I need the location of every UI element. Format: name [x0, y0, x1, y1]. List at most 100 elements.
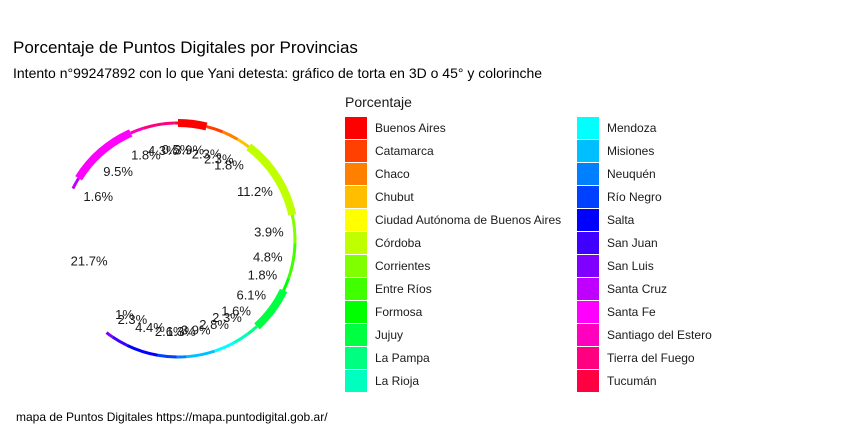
pie-slice [157, 353, 177, 359]
pie-slice [206, 125, 224, 134]
slice-label: 1% [115, 307, 134, 322]
legend-swatch [577, 162, 599, 185]
legend-swatch [345, 254, 367, 277]
legend-item: Santa Fe [577, 300, 656, 323]
pie-slice [246, 325, 258, 336]
slice-label: 6.1% [236, 287, 266, 302]
slice-label: 1.8% [248, 268, 278, 283]
legend-item: Tierra del Fuego [577, 346, 695, 369]
legend-item: Mendoza [577, 116, 656, 139]
legend-label: Buenos Aires [375, 120, 446, 135]
legend-item: Buenos Aires [345, 116, 446, 139]
legend-label: La Rioja [375, 373, 420, 388]
slice-label: 1.3% [166, 324, 196, 339]
legend-label: Neuquén [607, 166, 656, 181]
slice-label: 1.6% [221, 303, 251, 318]
legend-label: Corrientes [375, 258, 431, 273]
legend-swatch [345, 231, 367, 254]
pie-slice [142, 121, 175, 130]
pie-slice [177, 119, 208, 131]
slice-label: 2.8% [199, 317, 229, 332]
legend-label: Catamarca [375, 143, 434, 158]
legend-label: Jujuy [375, 327, 404, 342]
pie-slice [254, 288, 288, 330]
legend-swatch [345, 323, 367, 346]
slice-label: 4.3% [148, 143, 178, 158]
slice-label: 2.6% [155, 324, 185, 339]
slice-label: 3.9% [254, 225, 284, 240]
legend-item: Jujuy [345, 323, 403, 346]
slice-label: 4.8% [253, 249, 283, 264]
legend-label: Santa Fe [607, 304, 656, 319]
legend-swatch [577, 185, 599, 208]
legend-label: Misiones [607, 143, 655, 158]
legend-title: Porcentaje [345, 94, 412, 110]
legend-item: Entre Ríos [345, 277, 432, 300]
legend-item: La Pampa [345, 346, 430, 369]
pie-slice [282, 277, 291, 292]
legend-item: Río Negro [577, 185, 662, 208]
legend-item: Córdoba [345, 231, 421, 254]
legend-item: Salta [577, 208, 634, 231]
legend-swatch [577, 231, 599, 254]
legend-swatch [345, 277, 367, 300]
legend-item: Chubut [345, 185, 414, 208]
pie-chart: 3.9%2.3%2.3%1.8%11.2%3.9%4.8%1.8%6.1%1.6… [59, 119, 297, 359]
slice-label: 3.9% [181, 323, 211, 338]
legend-label: Mendoza [607, 120, 657, 135]
pie-slice [214, 341, 235, 353]
slice-label: 1.8% [214, 157, 244, 172]
slice-label: 3.9% [174, 142, 204, 157]
legend-label: Ciudad Autónoma de Buenos Aires [375, 212, 562, 227]
legend-swatch [345, 346, 367, 369]
legend-label: San Juan [607, 235, 658, 250]
chart-caption: mapa de Puntos Digitales https://mapa.pu… [16, 410, 328, 424]
slice-label: 0.5% [162, 142, 192, 157]
slice-label: 2.3% [204, 151, 234, 166]
pie-slice [59, 187, 108, 334]
pie-slice [246, 143, 297, 216]
legend-swatch [577, 277, 599, 300]
legend-label: Chaco [375, 166, 410, 181]
legend-swatch [577, 369, 599, 392]
legend-swatch [345, 300, 367, 323]
legend-swatch [345, 185, 367, 208]
legend-item: Misiones [577, 139, 654, 162]
pie-slice [130, 126, 144, 135]
slice-label: 9.5% [103, 164, 133, 179]
legend-swatch [345, 116, 367, 139]
legend-label: Salta [607, 212, 635, 227]
legend-swatch [345, 139, 367, 162]
legend-swatch [345, 162, 367, 185]
slice-label: 21.7% [71, 254, 108, 269]
pie-slice [232, 332, 249, 345]
legend-item: Chaco [345, 162, 410, 185]
legend-swatch [577, 300, 599, 323]
legend-swatch [577, 323, 599, 346]
pie-slice [236, 138, 250, 148]
slice-label: 2.3% [212, 310, 242, 325]
pie-slice [75, 129, 133, 181]
legend-item: Formosa [345, 300, 422, 323]
pie-slice [111, 335, 128, 347]
legend-item: Santa Cruz [577, 277, 667, 300]
chart-title: Porcentaje de Puntos Digitales por Provi… [13, 38, 358, 57]
legend-swatch [577, 346, 599, 369]
legend-label: San Luis [607, 258, 654, 273]
legend-swatch [577, 116, 599, 139]
legend-label: Córdoba [375, 235, 422, 250]
legend-item: Neuquén [577, 162, 656, 185]
pie-slice [221, 130, 239, 141]
pie-slice [105, 331, 114, 339]
slice-label: 2.3% [118, 312, 148, 327]
legend-label: Entre Ríos [375, 281, 432, 296]
legend-swatch [577, 254, 599, 277]
slice-label: 11.2% [237, 184, 273, 199]
legend-label: Chubut [375, 189, 414, 204]
slice-label: 2.3% [192, 146, 222, 161]
legend-swatch [577, 139, 599, 162]
legend-item: Corrientes [345, 254, 430, 277]
pie-slice [71, 177, 80, 190]
slice-label: 1.6% [83, 189, 113, 204]
legend-item: Catamarca [345, 139, 434, 162]
